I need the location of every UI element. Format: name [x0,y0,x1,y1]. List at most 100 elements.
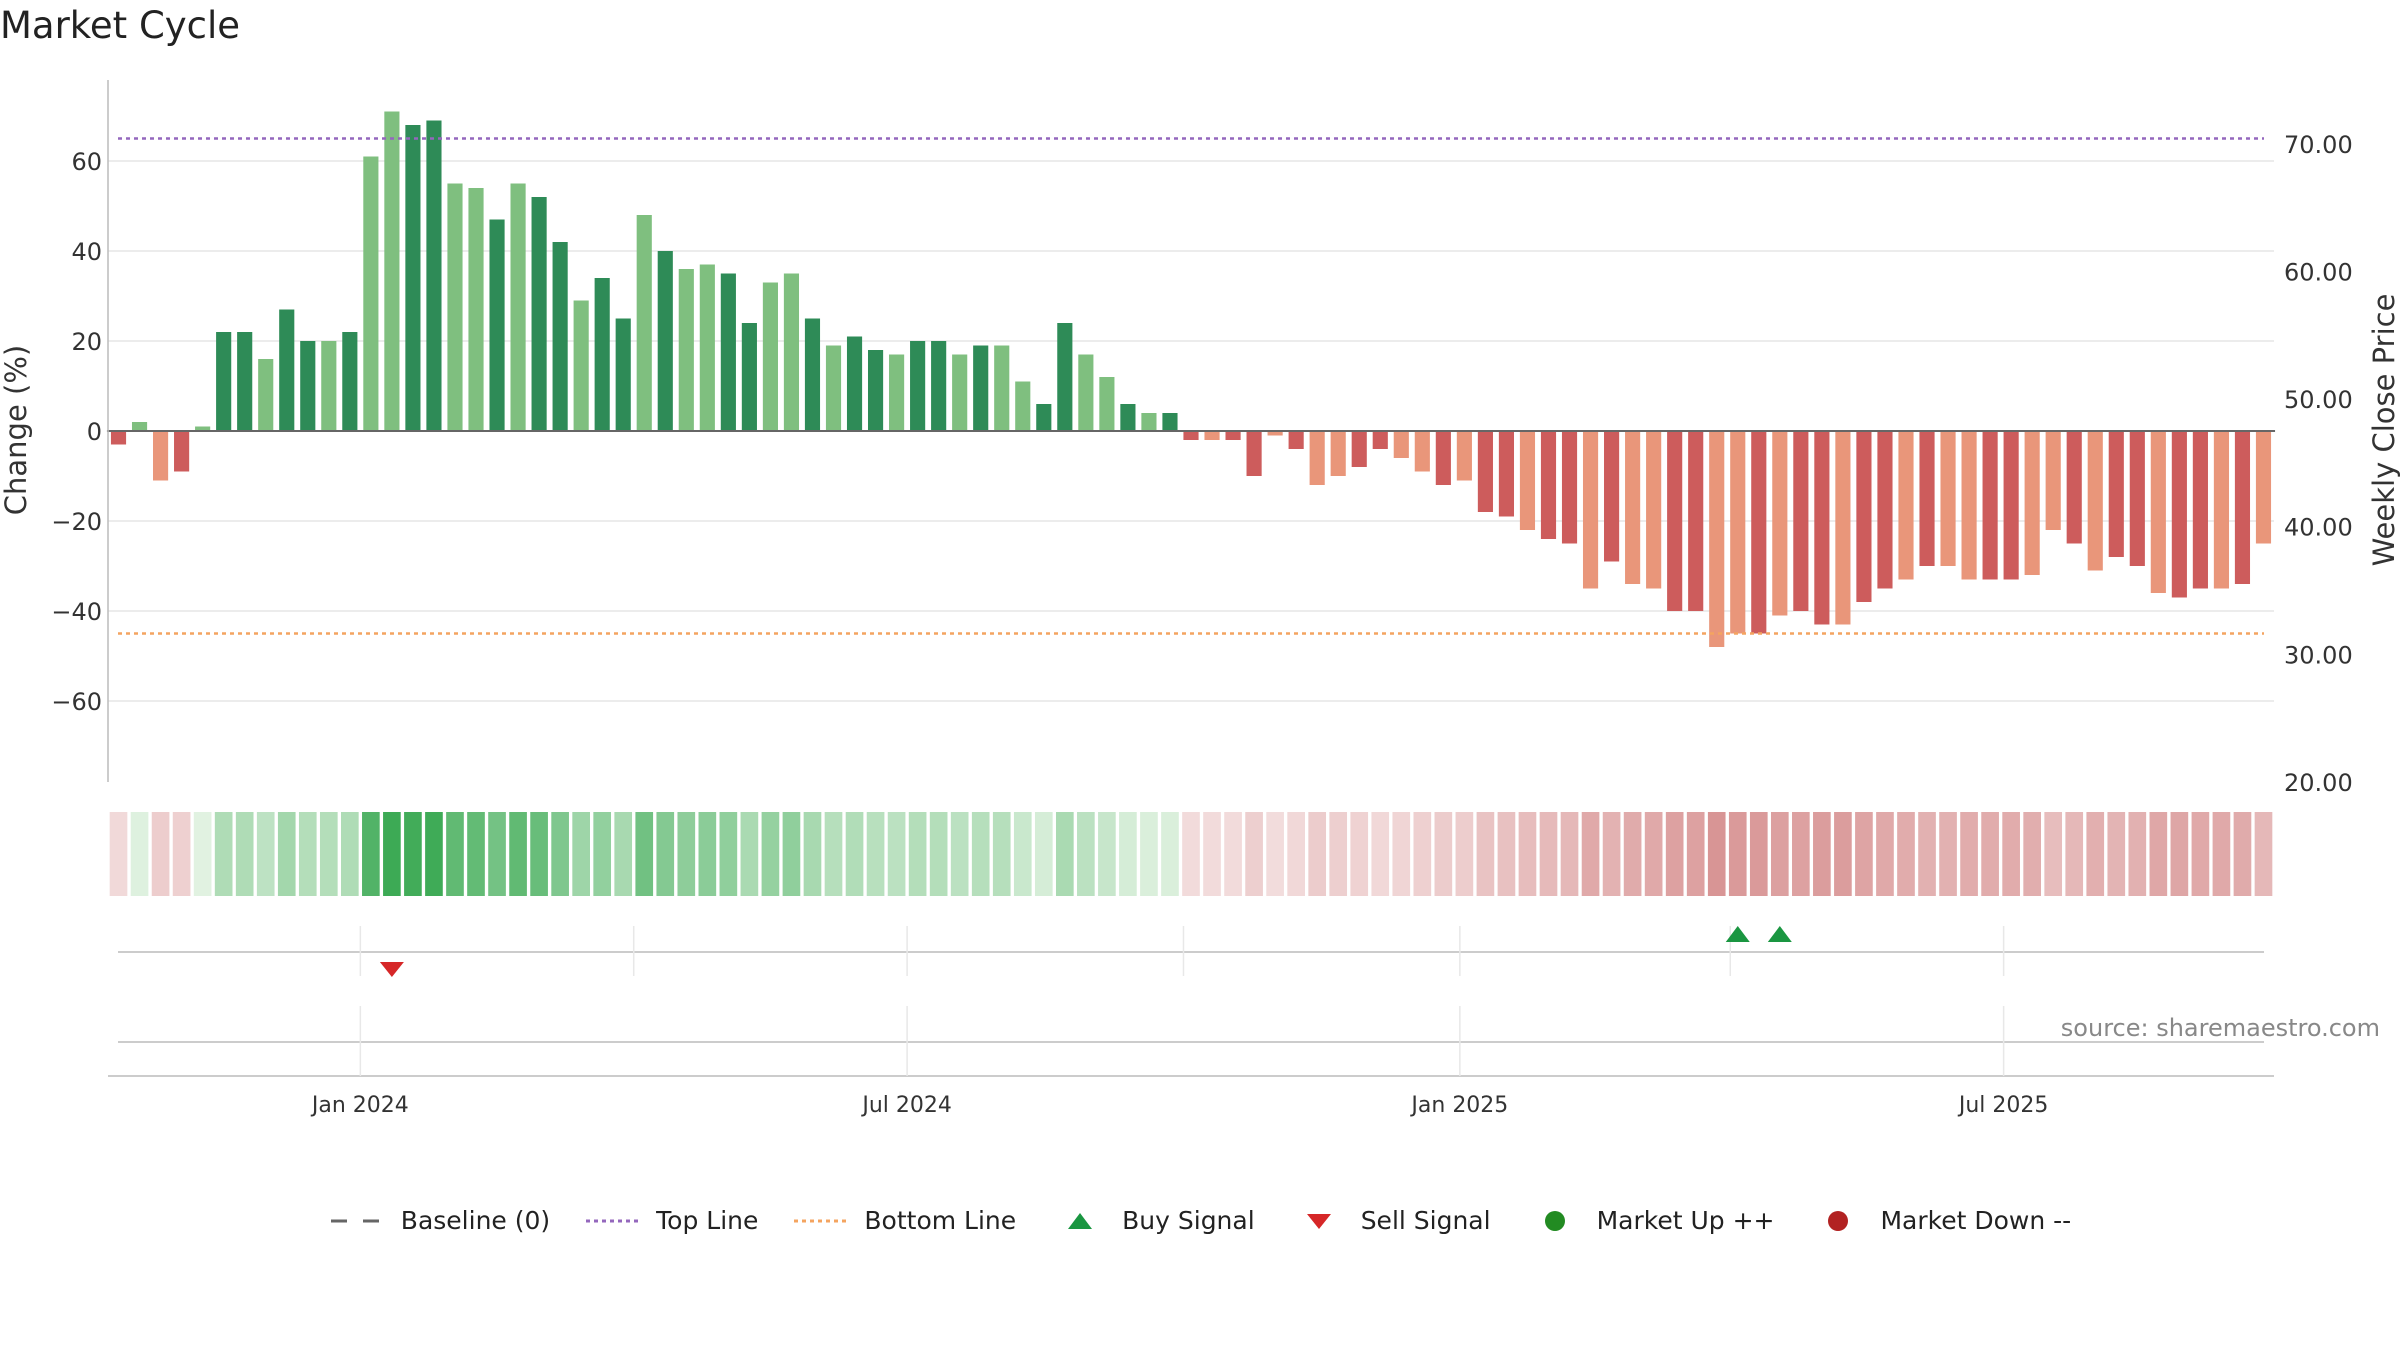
heat-cell [1476,812,1495,896]
bar [867,350,884,431]
dotted-purple-icon [586,1219,643,1222]
heat-cell [1245,812,1263,896]
heat-cell [2023,812,2041,896]
heat-cell [1182,812,1200,896]
bar [1057,323,1073,431]
bar [1772,431,1788,616]
heat-cell [1897,812,1915,896]
bar [237,332,253,431]
heatmap-strip [109,812,2273,896]
heat-cell [614,812,633,896]
legend-label: Sell Signal [1360,1206,1491,1235]
bar [1288,431,1304,449]
heat-cell [1918,812,1936,896]
bar [1477,431,1493,512]
heat-cell [2065,812,2084,896]
sell-signal-marker [379,962,404,977]
legend-item: Market Up ++ [1525,1206,1775,1235]
x-tick-label: Jan 2025 [1409,1093,1508,1118]
circle-green-icon [1544,1210,1565,1231]
legend-label: Market Up ++ [1596,1206,1775,1235]
bar [426,120,442,431]
bar [2192,431,2208,589]
bar [1456,431,1472,481]
bar [447,183,463,431]
heat-cell [845,812,864,896]
heat-cell [1749,812,1768,896]
bar [1730,431,1746,634]
bar [657,251,673,431]
bar [678,269,694,431]
heat-cell [362,812,380,896]
heat-cell [803,812,822,896]
y-tick-label-left: 0 [87,418,102,446]
heat-cell [1770,812,1789,896]
legend-item: Bottom Line [792,1206,1016,1235]
heat-cell [467,812,485,896]
heat-cell [1728,812,1747,896]
bar [110,431,127,445]
bar [195,426,211,431]
bar [2045,431,2061,530]
bar [1898,431,1914,580]
legend-item: Market Down -- [1808,1206,2071,1235]
heat-cell [2149,812,2168,896]
bar [2255,431,2272,544]
legend-label: Bottom Line [864,1206,1017,1235]
bar [1120,404,1136,431]
legend: Baseline (0) Top Line Bottom Line Buy Signa… [0,1206,2400,1235]
bar [1982,431,1998,580]
bar [1330,431,1346,476]
bar [804,318,821,431]
heat-cell [1224,812,1242,896]
bar [1625,431,1641,584]
bar [952,354,968,431]
circle-red-icon [1828,1210,1849,1231]
bars-layer [110,111,2272,647]
bar [1393,431,1409,458]
heat-cell [1119,812,1137,896]
bar [1561,431,1578,544]
heat-cell [1392,812,1411,896]
bar [615,318,631,431]
heat-cell [1329,812,1348,896]
reference-lines [106,137,2276,635]
chart-title: Market Cycle [0,4,241,47]
x-tick-label: Jul 2024 [860,1093,952,1118]
triangle-down-icon [1306,1213,1331,1229]
bar [216,332,232,431]
heat-cell [2170,812,2189,896]
bar [1099,377,1115,431]
legend-item: Sell Signal [1289,1206,1491,1235]
bar [1162,413,1178,431]
heat-cell [1981,812,1999,896]
bar [1435,431,1451,485]
y-tick-label-left: 20 [71,328,102,356]
bar [1078,354,1094,431]
bar [468,188,484,431]
heat-cell [1055,812,1074,896]
bar [1372,431,1388,449]
heat-cell [908,812,927,896]
heat-cell [1203,812,1221,896]
y-tick-label-right: 60.00 [2284,258,2353,286]
bar [846,336,863,431]
bar [1309,431,1325,485]
heat-cell [256,812,275,896]
bar [1667,431,1683,611]
heat-cell [298,812,317,896]
heat-cell [235,812,254,896]
y-tick-label-left: −20 [51,508,102,536]
heat-cell [2044,812,2063,896]
bar [741,323,757,431]
heat-cell [656,812,675,896]
heat-cell [887,812,906,896]
heat-cell [782,812,801,896]
legend-item: Top Line [584,1206,758,1235]
bar [384,111,400,431]
bar [1141,413,1157,431]
heat-cell [719,812,738,896]
bar [174,431,190,472]
bar [1015,381,1031,431]
heat-cell [1855,812,1873,896]
